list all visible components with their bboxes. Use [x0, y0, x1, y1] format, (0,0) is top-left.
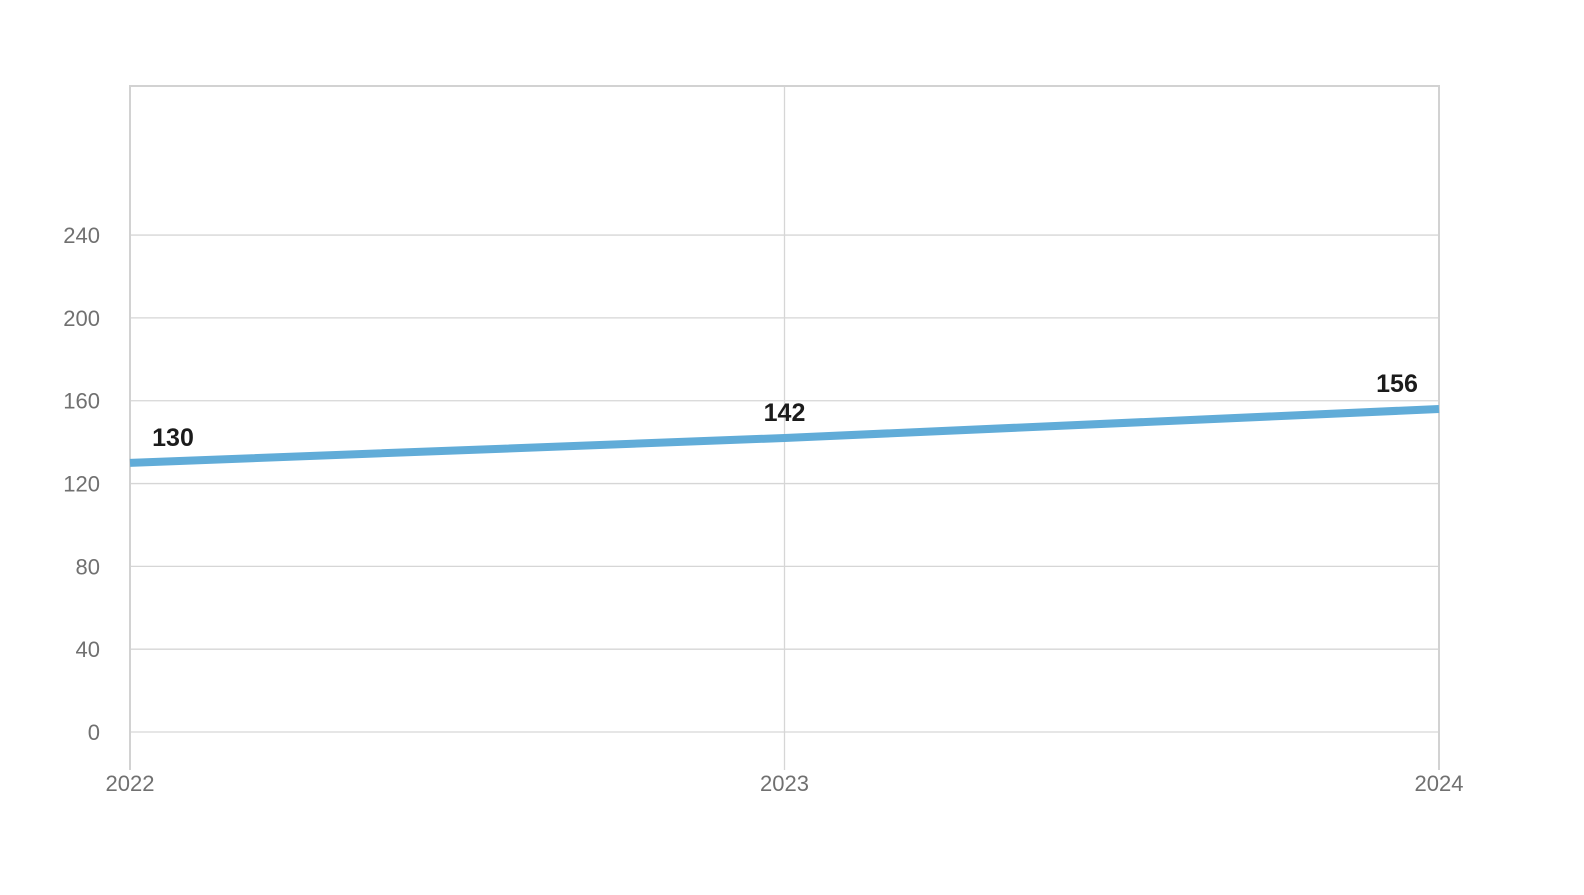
- y-axis-tick-label: 80: [76, 554, 100, 579]
- x-axis-tick-label: 2022: [106, 771, 155, 796]
- series-line: [129, 405, 1440, 467]
- y-axis-tick-label: 160: [63, 389, 100, 414]
- y-axis-tick-label: 120: [63, 472, 100, 497]
- x-axis-tick-label: 2023: [760, 771, 809, 796]
- y-axis-tick-label: 240: [63, 223, 100, 248]
- x-axis-tick-label: 2024: [1415, 771, 1464, 796]
- y-axis-tick-label: 40: [76, 637, 100, 662]
- plot-border: [129, 85, 1440, 770]
- data-label: 142: [764, 399, 806, 427]
- data-label: 156: [1376, 370, 1418, 398]
- y-axis-tick-label: 0: [88, 720, 100, 745]
- y-axis-tick-label: 200: [63, 306, 100, 331]
- data-label: 130: [152, 424, 194, 452]
